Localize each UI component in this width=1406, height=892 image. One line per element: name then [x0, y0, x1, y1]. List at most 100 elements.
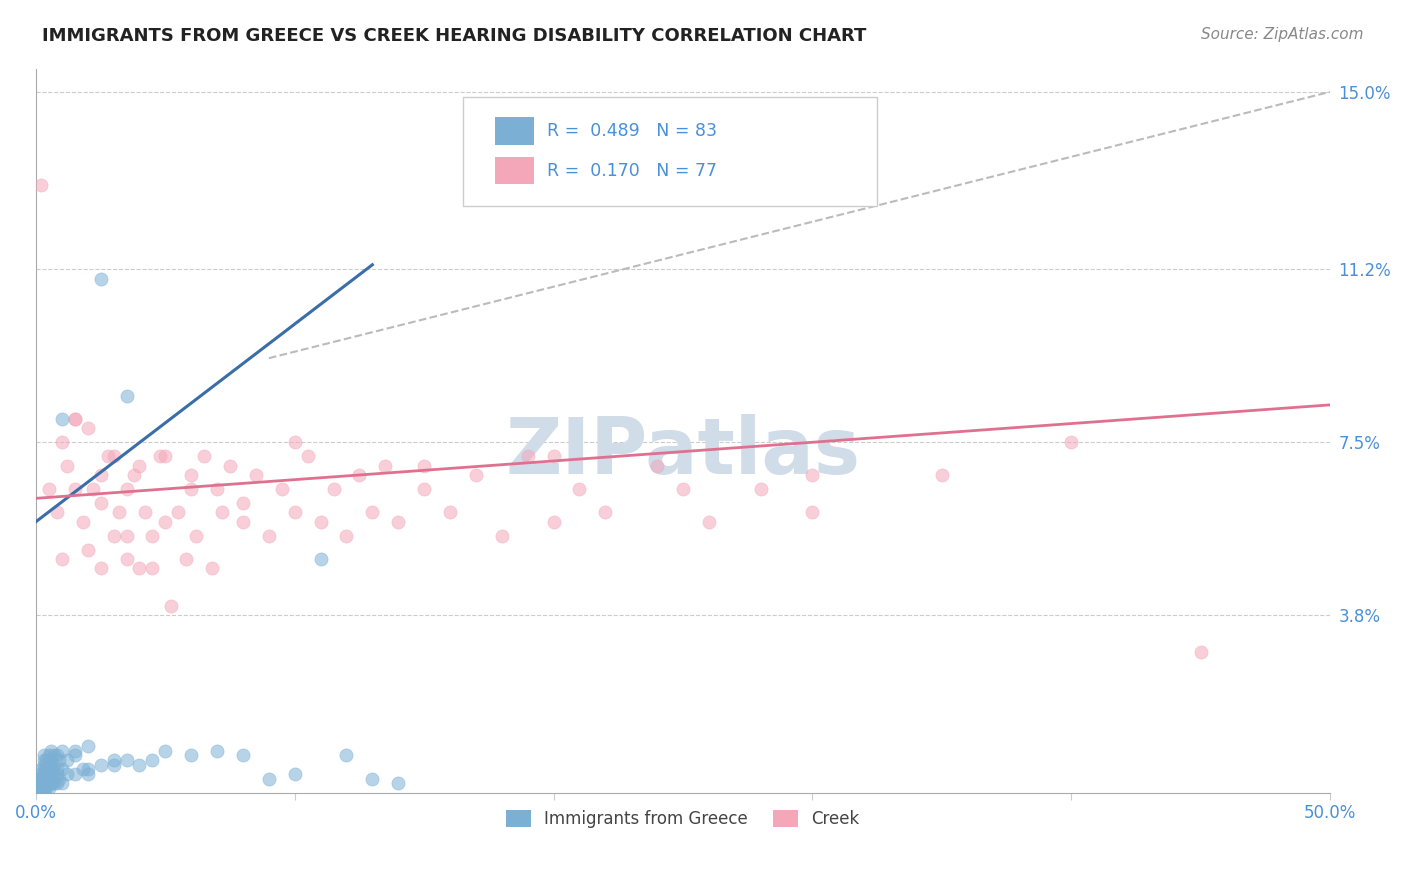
Point [32, 753, 55, 767]
Point [149, 450, 172, 464]
Point [90, 757, 112, 772]
Point [387, 515, 409, 529]
Point [801, 505, 824, 519]
Point [180, 482, 202, 496]
Point [30, 780, 52, 795]
Point [568, 482, 591, 496]
Point [76, 421, 98, 435]
Point [349, 467, 371, 482]
Point [48, 753, 70, 767]
Point [167, 505, 190, 519]
Point [155, 515, 177, 529]
Point [30, 762, 52, 776]
Point [141, 753, 163, 767]
Point [30, 772, 52, 786]
Point [41, 753, 63, 767]
Point [38, 757, 60, 772]
Point [42, 767, 65, 781]
Point [672, 482, 695, 496]
Point [284, 505, 307, 519]
Point [32, 780, 55, 795]
Point [76, 739, 98, 753]
Point [439, 505, 461, 519]
Point [45, 762, 67, 776]
Point [38, 776, 60, 790]
Point [82, 482, 104, 496]
Point [374, 458, 396, 473]
Point [38, 780, 60, 795]
Point [115, 529, 138, 543]
Point [180, 467, 202, 482]
Point [35, 780, 58, 795]
Bar [495, 117, 534, 145]
Point [232, 515, 254, 529]
Point [491, 529, 513, 543]
Point [141, 561, 163, 575]
Text: R =  0.170   N = 77: R = 0.170 N = 77 [547, 161, 717, 179]
Point [931, 467, 953, 482]
Point [124, 467, 146, 482]
Point [595, 505, 617, 519]
Point [51, 412, 73, 426]
Point [72, 762, 94, 776]
Point [749, 482, 772, 496]
Point [115, 388, 138, 402]
Point [32, 780, 55, 795]
Point [516, 450, 538, 464]
Point [128, 561, 150, 575]
Point [645, 458, 668, 473]
Legend: Immigrants from Greece, Creek: Immigrants from Greece, Creek [499, 804, 866, 835]
Point [413, 482, 436, 496]
Point [42, 757, 65, 772]
Point [45, 748, 67, 763]
Point [309, 552, 332, 566]
Point [128, 458, 150, 473]
Point [128, 757, 150, 772]
Text: Source: ZipAtlas.com: Source: ZipAtlas.com [1201, 27, 1364, 42]
Point [41, 762, 63, 776]
Point [335, 748, 357, 763]
Point [103, 753, 125, 767]
Point [38, 767, 60, 781]
Point [697, 515, 720, 529]
Point [27, 772, 49, 786]
Point [335, 529, 357, 543]
Point [30, 780, 52, 795]
Point [56, 767, 79, 781]
Point [41, 772, 63, 786]
Point [30, 776, 52, 790]
Point [63, 743, 86, 757]
Point [51, 435, 73, 450]
Point [76, 542, 98, 557]
Point [219, 458, 242, 473]
Point [141, 529, 163, 543]
Point [63, 482, 86, 496]
Point [464, 467, 486, 482]
Point [76, 762, 98, 776]
Point [90, 467, 112, 482]
Point [205, 482, 228, 496]
Point [32, 762, 55, 776]
Point [45, 776, 67, 790]
Point [51, 776, 73, 790]
Point [30, 767, 52, 781]
Point [134, 505, 156, 519]
Point [41, 776, 63, 790]
Point [32, 772, 55, 786]
Text: ZIPatlas: ZIPatlas [505, 414, 860, 491]
Point [35, 772, 58, 786]
Point [107, 505, 129, 519]
Point [56, 458, 79, 473]
Point [30, 786, 52, 800]
Point [159, 599, 181, 613]
Point [361, 772, 384, 786]
Point [51, 743, 73, 757]
Point [801, 467, 824, 482]
Point [155, 450, 177, 464]
Point [51, 762, 73, 776]
Point [42, 776, 65, 790]
Point [30, 786, 52, 800]
Point [1060, 435, 1083, 450]
Point [63, 748, 86, 763]
Point [32, 767, 55, 781]
